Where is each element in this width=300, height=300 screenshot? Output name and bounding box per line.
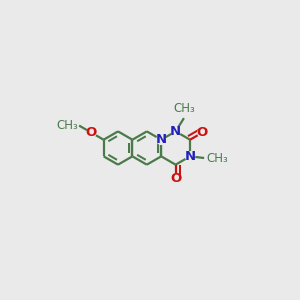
Text: O: O [170,172,181,185]
Text: CH₃: CH₃ [173,102,195,115]
Text: CH₃: CH₃ [56,119,78,132]
Text: O: O [196,126,208,139]
Circle shape [87,128,96,137]
Text: N: N [170,125,181,138]
Circle shape [198,128,207,137]
Text: N: N [184,150,196,163]
Circle shape [171,174,180,183]
Circle shape [157,135,166,144]
Text: N: N [156,133,167,146]
Text: O: O [86,126,97,139]
Text: CH₃: CH₃ [206,152,228,164]
Circle shape [171,127,180,136]
Circle shape [185,152,195,161]
